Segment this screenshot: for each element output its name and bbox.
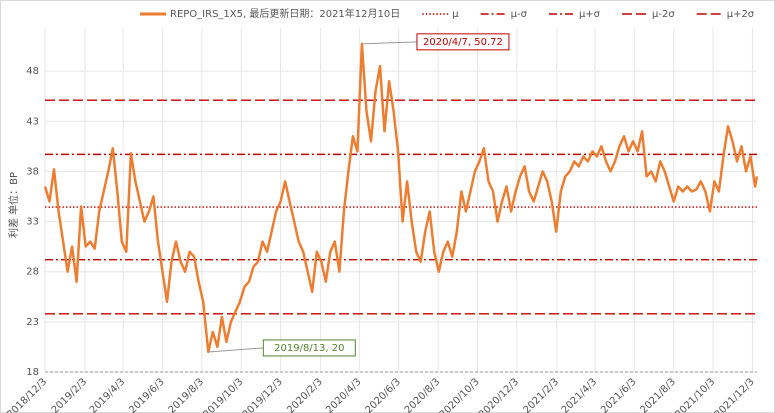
legend-label: μ bbox=[452, 9, 459, 20]
annotation-leader bbox=[361, 41, 417, 45]
data-line bbox=[43, 42, 759, 354]
y-tick-label: 43 bbox=[26, 116, 39, 127]
annotation-text: 2020/4/7, 50.72 bbox=[423, 37, 503, 48]
y-tick-label: 38 bbox=[26, 166, 39, 177]
legend-label: μ-σ bbox=[511, 9, 528, 20]
y-tick-label: 18 bbox=[26, 367, 39, 378]
y-tick-label: 28 bbox=[26, 267, 39, 278]
annotation-leader bbox=[208, 347, 264, 353]
legend-label: μ+2σ bbox=[727, 9, 755, 20]
annotation-text: 2019/8/13, 20 bbox=[274, 343, 344, 354]
annotation-box bbox=[416, 33, 510, 51]
y-axis-label: 利差 单位：BP bbox=[7, 172, 20, 238]
y-tick-label: 23 bbox=[26, 317, 39, 328]
y-tick-label: 33 bbox=[26, 217, 39, 228]
legend-label: REPO_IRS_1X5, 最后更新日期：2021年12月10日 bbox=[170, 7, 400, 20]
legend-label: μ+σ bbox=[579, 9, 601, 20]
annotation-box bbox=[262, 339, 356, 357]
legend-label: μ-2σ bbox=[652, 9, 675, 20]
y-tick-label: 48 bbox=[26, 66, 39, 77]
